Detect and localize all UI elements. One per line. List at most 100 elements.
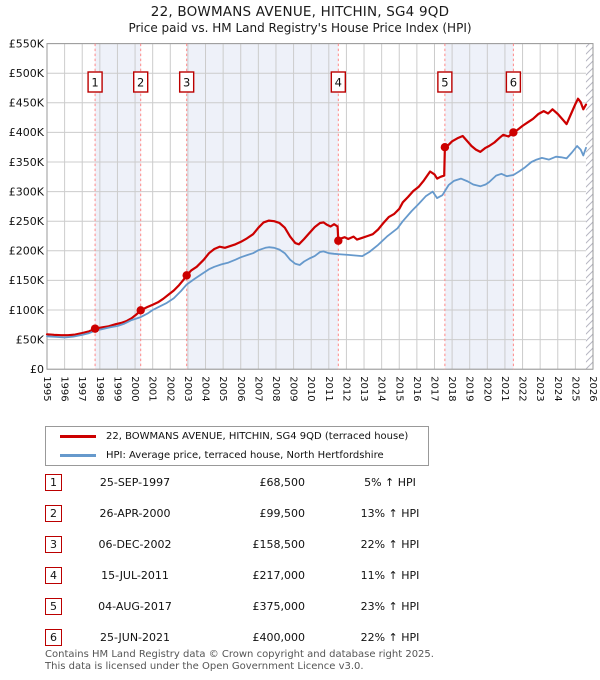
- x-axis-tick-label: 2011: [323, 376, 334, 401]
- x-axis-tick-label: 2021: [499, 376, 510, 401]
- x-axis-tick-label: 1997: [76, 376, 87, 401]
- table-row: 4 15-JUL-2011 £217,000 11% ↑ HPI: [45, 567, 565, 584]
- transaction-date: 06-DEC-2002: [98, 538, 172, 551]
- transaction-number-badge: 3: [45, 536, 62, 553]
- x-axis-tick-label: 2020: [481, 376, 492, 401]
- sale-point: [182, 271, 191, 280]
- x-axis-tick-label: 1995: [41, 376, 52, 401]
- x-axis-tick-label: 2000: [129, 376, 140, 401]
- table-row: 5 04-AUG-2017 £375,000 23% ↑ HPI: [45, 598, 565, 615]
- x-axis-tick-label: 2013: [358, 376, 369, 401]
- transaction-price: £375,000: [252, 600, 306, 613]
- y-axis-tick-label: £450K: [9, 97, 45, 110]
- x-axis-tick-label: 2018: [446, 376, 457, 401]
- transaction-hpi-delta: 5% ↑ HPI: [364, 476, 416, 489]
- y-axis-tick-label: £250K: [9, 215, 45, 228]
- x-axis-tick-label: 2023: [534, 376, 545, 401]
- transaction-date: 15-JUL-2011: [101, 569, 169, 582]
- x-axis-tick-label: 1998: [94, 376, 105, 401]
- transaction-number-badge: 6: [45, 629, 62, 646]
- hpi-line: [46, 145, 587, 339]
- price-chart: 1 2 3 4 5 6 £0 £50K £100K £150K £200K £250K £300K £35…: [9, 38, 598, 402]
- transaction-price: £400,000: [252, 631, 306, 644]
- y-axis-tick-label: £300K: [9, 185, 45, 198]
- y-axis-tick-label: £400K: [9, 126, 45, 139]
- x-axis-tick-label: 2009: [288, 376, 299, 401]
- transaction-hpi-delta: 23% ↑ HPI: [360, 600, 420, 613]
- transaction-date: 04-AUG-2017: [98, 600, 172, 613]
- sale-point: [136, 306, 145, 315]
- transaction-table: 1 25-SEP-1997 £68,500 5% ↑ HPI 2 26-APR-…: [45, 474, 565, 660]
- transaction-number-badge: 1: [45, 474, 62, 491]
- page-subtitle: Price paid vs. HM Land Registry's House …: [128, 21, 472, 35]
- x-axis-tick-label: 2016: [411, 376, 422, 401]
- y-axis-tick-label: £150K: [9, 274, 45, 287]
- transaction-price: £68,500: [259, 476, 306, 489]
- x-axis-tick-label: 2017: [428, 376, 439, 401]
- y-axis-tick-label: £0: [30, 363, 44, 376]
- transaction-date: 25-JUN-2021: [99, 631, 171, 644]
- sale-point: [509, 128, 518, 137]
- x-axis-tick-label: 2014: [376, 376, 387, 401]
- y-axis-tick-label: £350K: [9, 156, 45, 169]
- transaction-date: 26-APR-2000: [99, 507, 171, 520]
- transaction-price: £158,500: [252, 538, 306, 551]
- x-axis-tick-label: 2006: [235, 376, 246, 401]
- sale-number-label: 6: [510, 76, 517, 90]
- sale-number-box: [437, 71, 453, 93]
- legend-item-hpi: HPI: Average price, terraced house, Nort…: [46, 448, 428, 464]
- x-axis-tick-label: 2019: [464, 376, 475, 401]
- x-axis-tick-label: 2003: [182, 376, 193, 401]
- sale-number-label: 4: [335, 76, 342, 90]
- legend-swatch-hpi-line: [60, 453, 96, 457]
- ownership-band: [444, 43, 514, 370]
- legend-item-property: 22, BOWMANS AVENUE, HITCHIN, SG4 9QD (te…: [46, 429, 428, 445]
- sale-point: [334, 236, 343, 245]
- page-title: 22, BOWMANS AVENUE, HITCHIN, SG4 9QD: [150, 4, 450, 20]
- table-row: 6 25-JUN-2021 £400,000 22% ↑ HPI: [45, 629, 565, 646]
- table-row: 1 25-SEP-1997 £68,500 5% ↑ HPI: [45, 474, 565, 491]
- transaction-number-badge: 5: [45, 598, 62, 615]
- sale-number-label: 3: [183, 76, 190, 90]
- transaction-price: £99,500: [259, 507, 306, 520]
- ownership-band: [186, 43, 339, 370]
- sale-number-box: [330, 71, 347, 93]
- x-axis-tick-label: 1996: [59, 376, 70, 401]
- x-axis-tick-label: 2022: [517, 376, 528, 401]
- sale-number-box: [133, 71, 149, 93]
- x-axis-tick-label: 2024: [552, 376, 563, 401]
- x-axis-tick-label: 2008: [270, 376, 281, 401]
- sale-point: [440, 143, 450, 152]
- sale-number-box: [87, 71, 103, 93]
- transaction-hpi-delta: 11% ↑ HPI: [360, 569, 420, 582]
- y-axis-tick-label: £100K: [9, 304, 45, 317]
- sale-number-label: 5: [441, 76, 448, 90]
- x-axis-tick-label: 1999: [111, 376, 122, 401]
- legend-label-hpi: HPI: Average price, terraced house, Nort…: [106, 449, 384, 461]
- sale-number-box: [178, 71, 195, 93]
- x-axis-tick-label: 2026: [587, 376, 598, 401]
- table-row: 2 26-APR-2000 £99,500 13% ↑ HPI: [45, 505, 565, 522]
- x-axis-tick-label: 2005: [217, 376, 228, 401]
- table-row: 3 06-DEC-2002 £158,500 22% ↑ HPI: [45, 536, 565, 553]
- y-axis-tick-label: £200K: [9, 245, 45, 258]
- sale-number-label: 1: [91, 76, 98, 90]
- x-axis-tick-label: 2015: [393, 376, 404, 401]
- sale-number-label: 2: [137, 76, 144, 90]
- sale-number-box: [505, 71, 522, 93]
- x-axis-tick-label: 2007: [252, 376, 263, 401]
- footer-line-1: Contains HM Land Registry data © Crown c…: [45, 649, 434, 660]
- transaction-hpi-delta: 13% ↑ HPI: [360, 507, 420, 520]
- plot-border: [46, 43, 594, 370]
- future-strip-hatch: [585, 43, 593, 370]
- y-axis-tick-label: £50K: [16, 333, 45, 346]
- legend-swatch-property-line: [60, 435, 96, 439]
- transaction-price: £217,000: [252, 569, 306, 582]
- x-axis-tick-label: 2012: [340, 376, 351, 401]
- footer-line-2: This data is licensed under the Open Gov…: [45, 661, 364, 672]
- y-axis-tick-label: £500K: [9, 67, 45, 80]
- legend-box: 22, BOWMANS AVENUE, HITCHIN, SG4 9QD (te…: [45, 426, 429, 466]
- x-axis-tick-label: 2010: [305, 376, 316, 401]
- transaction-number-badge: 2: [45, 505, 62, 522]
